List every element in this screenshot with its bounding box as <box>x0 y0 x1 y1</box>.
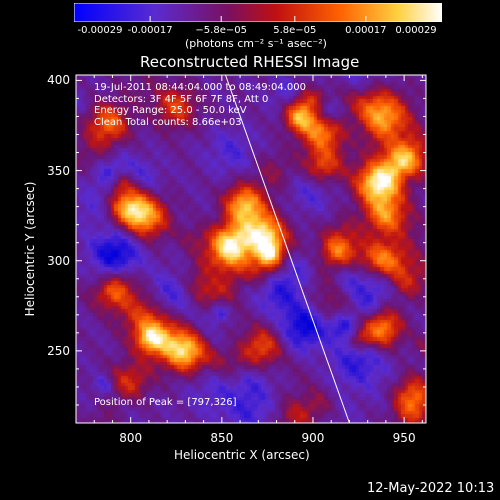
x-tick-label: 800 <box>119 431 143 445</box>
colorbar-tick-label: -0.00017 <box>127 25 173 36</box>
y-tick-labels: 250 300 350 400 <box>30 0 70 500</box>
colorbar-gradient <box>74 3 442 22</box>
peak-position-label: Position of Peak = [797,326] <box>94 397 237 408</box>
plot-frame <box>75 74 427 424</box>
render-timestamp: 12-May-2022 10:13 <box>367 481 495 496</box>
x-axis-label: Heliocentric X (arcsec) <box>174 448 310 462</box>
colorbar-tick-labels: -0.00029 -0.00017 −5.8e−05 5.8e−05 0.00017 0.… <box>74 25 442 37</box>
colorbar <box>74 3 442 22</box>
x-tick-label: 850 <box>210 431 234 445</box>
observation-info: 19-Jul-2011 08:44:04.000 to 08:49:04.000… <box>94 82 306 128</box>
colorbar-tick-label: -0.00029 <box>77 25 123 36</box>
heatmap-image <box>76 75 426 423</box>
colorbar-ticks <box>74 16 442 22</box>
y-tick-label: 300 <box>47 253 70 268</box>
info-detectors: Detectors: 3F 4F 5F 6F 7F 8F, Att 0 <box>94 93 269 105</box>
solar-limb-line <box>225 74 350 424</box>
x-tick-label: 950 <box>392 431 416 445</box>
y-tick-label: 250 <box>47 343 70 358</box>
x-tick-label: 900 <box>301 431 325 445</box>
x-tick-labels: 800 850 900 950 <box>0 431 500 447</box>
colorbar-tick-label: −5.8e−05 <box>195 25 247 36</box>
info-total-counts: Clean Total counts: 8.66e+03 <box>94 116 242 128</box>
colorbar-tick-label: 0.00017 <box>345 25 387 36</box>
y-tick-label: 350 <box>47 163 70 178</box>
colorbar-tick-label: 5.8e−05 <box>273 25 317 36</box>
axis-ticks <box>76 75 426 424</box>
colorbar-units-label: (photons cm⁻² s⁻¹ asec⁻²) <box>185 37 327 50</box>
y-axis-label: Heliocentric Y (arcsec) <box>23 181 37 317</box>
info-energy-range: Energy Range: 25.0 - 50.0 keV <box>94 105 247 116</box>
y-tick-label: 400 <box>47 73 70 88</box>
info-time-range: 19-Jul-2011 08:44:04.000 to 08:49:04.000 <box>94 82 306 93</box>
chart-title: Reconstructed RHESSI Image <box>140 53 360 71</box>
colorbar-tick-label: 0.00029 <box>395 25 437 36</box>
